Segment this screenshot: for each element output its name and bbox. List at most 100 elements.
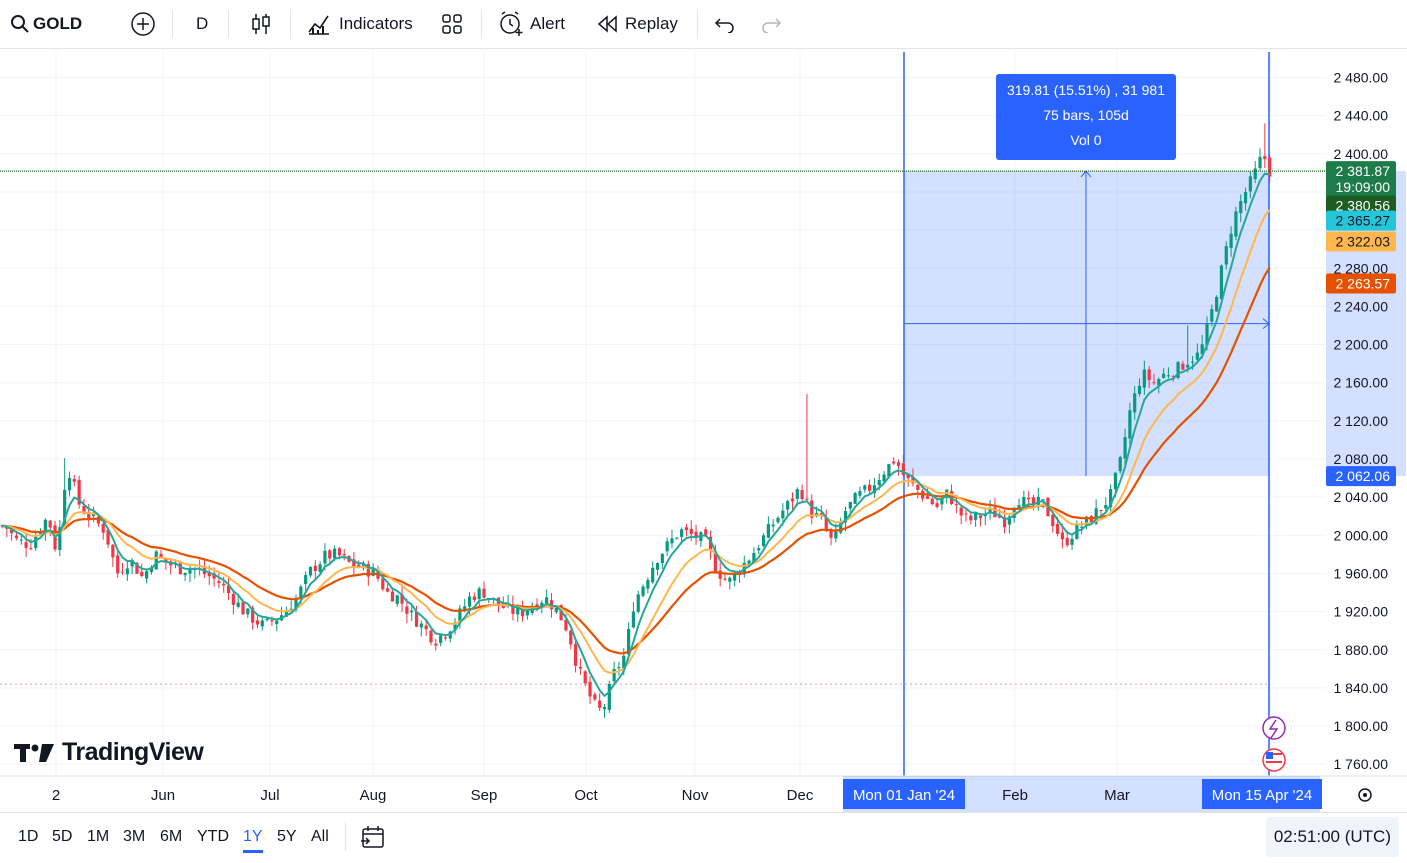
symbol-search[interactable]: GOLD: [10, 0, 82, 48]
range-all[interactable]: All: [311, 828, 329, 845]
candle-body: [67, 477, 72, 491]
candle-body: [111, 544, 115, 558]
candle-body: [892, 461, 896, 464]
candle-body: [680, 529, 684, 537]
candle-body: [588, 681, 592, 697]
candle-body: [694, 531, 698, 539]
candle-body: [231, 593, 235, 605]
measure-h-arrowhead: [1262, 318, 1270, 329]
candle-body: [1190, 361, 1195, 363]
y-tick-label: 1 960.00: [1334, 565, 1389, 581]
candle-body: [188, 569, 192, 574]
candle-body: [834, 531, 838, 539]
candle-body: [58, 527, 62, 551]
range-5y[interactable]: 5Y: [277, 828, 297, 845]
candle-body: [959, 507, 963, 516]
candle-body: [964, 513, 968, 515]
candle-body: [101, 524, 105, 533]
candle-body: [1219, 265, 1224, 300]
candle-body: [974, 512, 978, 520]
candle-body: [684, 527, 689, 531]
candle-body: [872, 485, 877, 494]
candle-body: [708, 536, 713, 551]
candle-body: [516, 607, 520, 615]
candle-body: [651, 567, 655, 583]
price-chart[interactable]: 2 480.00 2 440.00 2 400.00 2 280.00 2 240.00…: [0, 52, 1407, 812]
candle-body: [978, 515, 983, 519]
us-flag-icon: [1266, 752, 1273, 759]
candle-body: [1186, 364, 1190, 368]
interval-button[interactable]: D: [196, 0, 208, 48]
candle-body: [1243, 192, 1248, 204]
timezone-clock[interactable]: 02:51:00 (UTC): [1265, 817, 1399, 857]
toolbar-divider: [345, 823, 346, 851]
candle-body: [270, 620, 274, 622]
candle-body: [255, 620, 260, 625]
range-1y[interactable]: 1Y: [243, 813, 263, 861]
candle-body: [19, 539, 23, 541]
replay-button[interactable]: Replay: [597, 0, 678, 48]
candle-body: [265, 618, 269, 621]
candle-body: [617, 667, 621, 669]
candle-body: [843, 511, 848, 523]
candle-body: [1268, 157, 1272, 177]
candle-body: [1065, 537, 1069, 546]
candle-body: [328, 550, 332, 559]
candle-body: [790, 498, 795, 502]
candle-body: [424, 625, 428, 630]
candle-body: [1133, 393, 1137, 413]
range-5d[interactable]: 5D: [52, 828, 73, 845]
candle-body: [795, 489, 799, 499]
ema-line-slow: [1, 266, 1271, 655]
candle-body: [655, 563, 660, 570]
candle-body: [463, 606, 467, 610]
candle-body: [366, 564, 370, 577]
candle-body: [34, 536, 38, 549]
candle-body: [641, 586, 645, 596]
go-to-date-button[interactable]: [360, 813, 386, 861]
candle-body: [598, 700, 602, 708]
tradingview-logo[interactable]: TradingView: [14, 738, 204, 767]
compare-symbol-button[interactable]: [130, 0, 156, 48]
candle-body: [1215, 296, 1219, 312]
y-tick-label: 1 800.00: [1334, 718, 1389, 734]
range-ytd[interactable]: YTD: [197, 828, 229, 845]
x-tick-label: Sep: [471, 787, 498, 804]
candle-body: [260, 620, 264, 627]
range-1d[interactable]: 1D: [18, 828, 39, 845]
candle-body: [323, 550, 327, 564]
y-tick-label: 2 040.00: [1334, 489, 1389, 505]
undo-icon: [714, 15, 736, 33]
range-6m[interactable]: 6M: [160, 828, 183, 845]
candle-body: [289, 608, 293, 610]
event-marker-icon: [1262, 716, 1286, 740]
candle-body: [612, 668, 616, 682]
candle-body: [410, 610, 414, 613]
alert-button[interactable]: Alert: [498, 0, 565, 48]
chart-pane[interactable]: 2 480.00 2 440.00 2 400.00 2 280.00 2 240.00…: [0, 52, 1407, 812]
ema-mid-label-bg: [1326, 231, 1396, 252]
indicators-label: Indicators: [339, 14, 413, 33]
candle-body: [1017, 505, 1021, 510]
candle-body: [525, 610, 529, 616]
undo-button[interactable]: [714, 0, 736, 48]
x-tick-label: Feb: [1002, 787, 1028, 804]
candle-body: [207, 572, 211, 577]
settings-icon[interactable]: [1358, 788, 1372, 802]
range-3m[interactable]: 3M: [123, 828, 146, 845]
alert-icon: [498, 11, 524, 37]
y-tick-label: 2 440.00: [1334, 108, 1389, 124]
redo-button[interactable]: [760, 0, 782, 48]
range-1m[interactable]: 1M: [87, 828, 110, 845]
candle-body: [718, 570, 722, 579]
candle-body: [660, 553, 664, 564]
templates-button[interactable]: [441, 0, 463, 48]
candle-body: [935, 503, 939, 507]
toolbar-divider: [481, 10, 482, 38]
indicators-button[interactable]: Indicators: [307, 0, 413, 48]
chart-type-button[interactable]: [250, 0, 272, 48]
candle-body: [284, 610, 288, 617]
candle-body: [858, 491, 862, 496]
candle-body: [761, 535, 766, 546]
candle-body: [63, 489, 67, 529]
